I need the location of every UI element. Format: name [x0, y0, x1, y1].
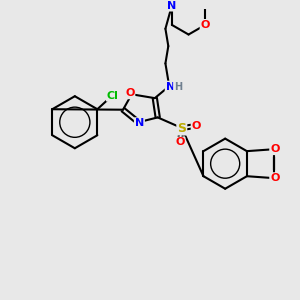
- Text: N: N: [166, 82, 175, 92]
- Text: N: N: [135, 118, 144, 128]
- Text: O: O: [270, 144, 280, 154]
- Text: S: S: [177, 122, 186, 134]
- Text: O: O: [192, 121, 201, 131]
- Text: O: O: [175, 137, 184, 148]
- Text: O: O: [125, 88, 134, 98]
- Text: H: H: [174, 82, 182, 92]
- Text: N: N: [167, 1, 176, 10]
- Text: Cl: Cl: [107, 91, 119, 101]
- Text: O: O: [201, 20, 210, 30]
- Text: O: O: [270, 173, 280, 183]
